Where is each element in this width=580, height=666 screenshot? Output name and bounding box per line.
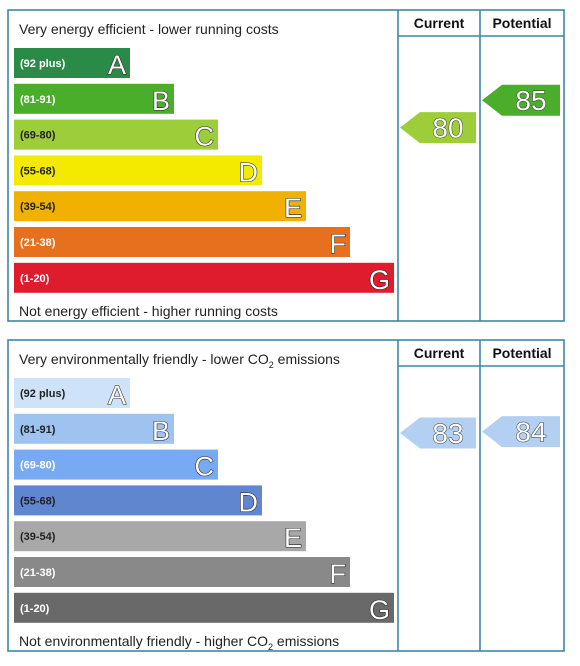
current-rating-arrow — [400, 417, 476, 449]
band-letter: D — [239, 487, 259, 517]
potential-header: Potential — [492, 345, 551, 361]
band-range-label: (69-80) — [20, 460, 56, 472]
band-bar-b — [14, 413, 174, 444]
band-letter: C — [195, 452, 215, 482]
band-letter: G — [369, 595, 390, 625]
band-bar-c — [14, 449, 218, 480]
band-range-label: (55-68) — [20, 495, 56, 507]
band-letter: A — [108, 380, 126, 410]
band-letter: D — [239, 157, 259, 187]
band-bar-e — [14, 191, 306, 222]
band-letter: B — [152, 416, 170, 446]
band-bar-g — [14, 592, 394, 623]
band-letter: G — [369, 265, 390, 295]
energy-efficiency-panel: Current Potential Very energy efficient - … — [7, 9, 565, 322]
band-range-label: (81-91) — [20, 424, 56, 436]
panel-border — [7, 9, 565, 322]
band-letter: F — [330, 229, 347, 259]
band-range-label: (69-80) — [20, 130, 56, 142]
band-bar-c — [14, 119, 218, 150]
band-bar-d — [14, 155, 262, 186]
band-range-label: (55-68) — [20, 165, 56, 177]
band-bar-f — [14, 557, 350, 587]
band-bar-e — [14, 521, 306, 552]
band-letter: F — [330, 559, 347, 589]
band-bar-d — [14, 485, 262, 516]
band-range-label: (39-54) — [20, 201, 56, 213]
potential-rating-arrow — [482, 84, 560, 116]
band-letter: E — [284, 523, 302, 553]
band-letter: A — [108, 50, 126, 80]
bottom-caption: Not environmentally friendly - higher CO… — [19, 633, 339, 652]
band-range-label: (81-91) — [20, 94, 56, 106]
band-bar-a — [14, 48, 130, 78]
band-letter: B — [152, 86, 170, 116]
bottom-caption: Not energy efficient - higher running co… — [19, 303, 278, 319]
band-range-label: (21-38) — [20, 237, 56, 249]
band-range-label: (1-20) — [20, 273, 50, 285]
potential-header: Potential — [492, 15, 551, 31]
band-bar-f — [14, 227, 350, 257]
current-rating-arrow — [400, 112, 476, 144]
caption-subscript: 2 — [268, 642, 273, 652]
band-bar-g — [14, 262, 394, 293]
band-letter: E — [284, 193, 302, 223]
current-header: Current — [414, 345, 465, 361]
potential-rating-value: 84 — [515, 417, 546, 448]
band-range-label: (21-38) — [20, 567, 56, 579]
band-range-label: (1-20) — [20, 603, 50, 615]
band-range-label: (39-54) — [20, 531, 56, 543]
environmental-impact-panel: Current Potential Very environmentally fri… — [7, 339, 565, 652]
band-range-label: (92 plus) — [20, 388, 66, 400]
top-caption: Very energy efficient - lower running co… — [19, 21, 279, 37]
band-range-label: (92 plus) — [20, 58, 66, 70]
caption-subscript: 2 — [269, 360, 274, 370]
potential-rating-value: 85 — [515, 85, 546, 116]
current-rating-value: 83 — [432, 418, 463, 449]
current-rating-value: 80 — [432, 113, 463, 144]
band-bar-a — [14, 378, 130, 408]
band-letter: C — [195, 122, 215, 152]
band-bar-b — [14, 83, 174, 114]
panel-border — [7, 339, 565, 652]
potential-rating-arrow — [482, 416, 560, 448]
current-header: Current — [414, 15, 465, 31]
top-caption: Very environmentally friendly - lower CO… — [19, 351, 340, 370]
